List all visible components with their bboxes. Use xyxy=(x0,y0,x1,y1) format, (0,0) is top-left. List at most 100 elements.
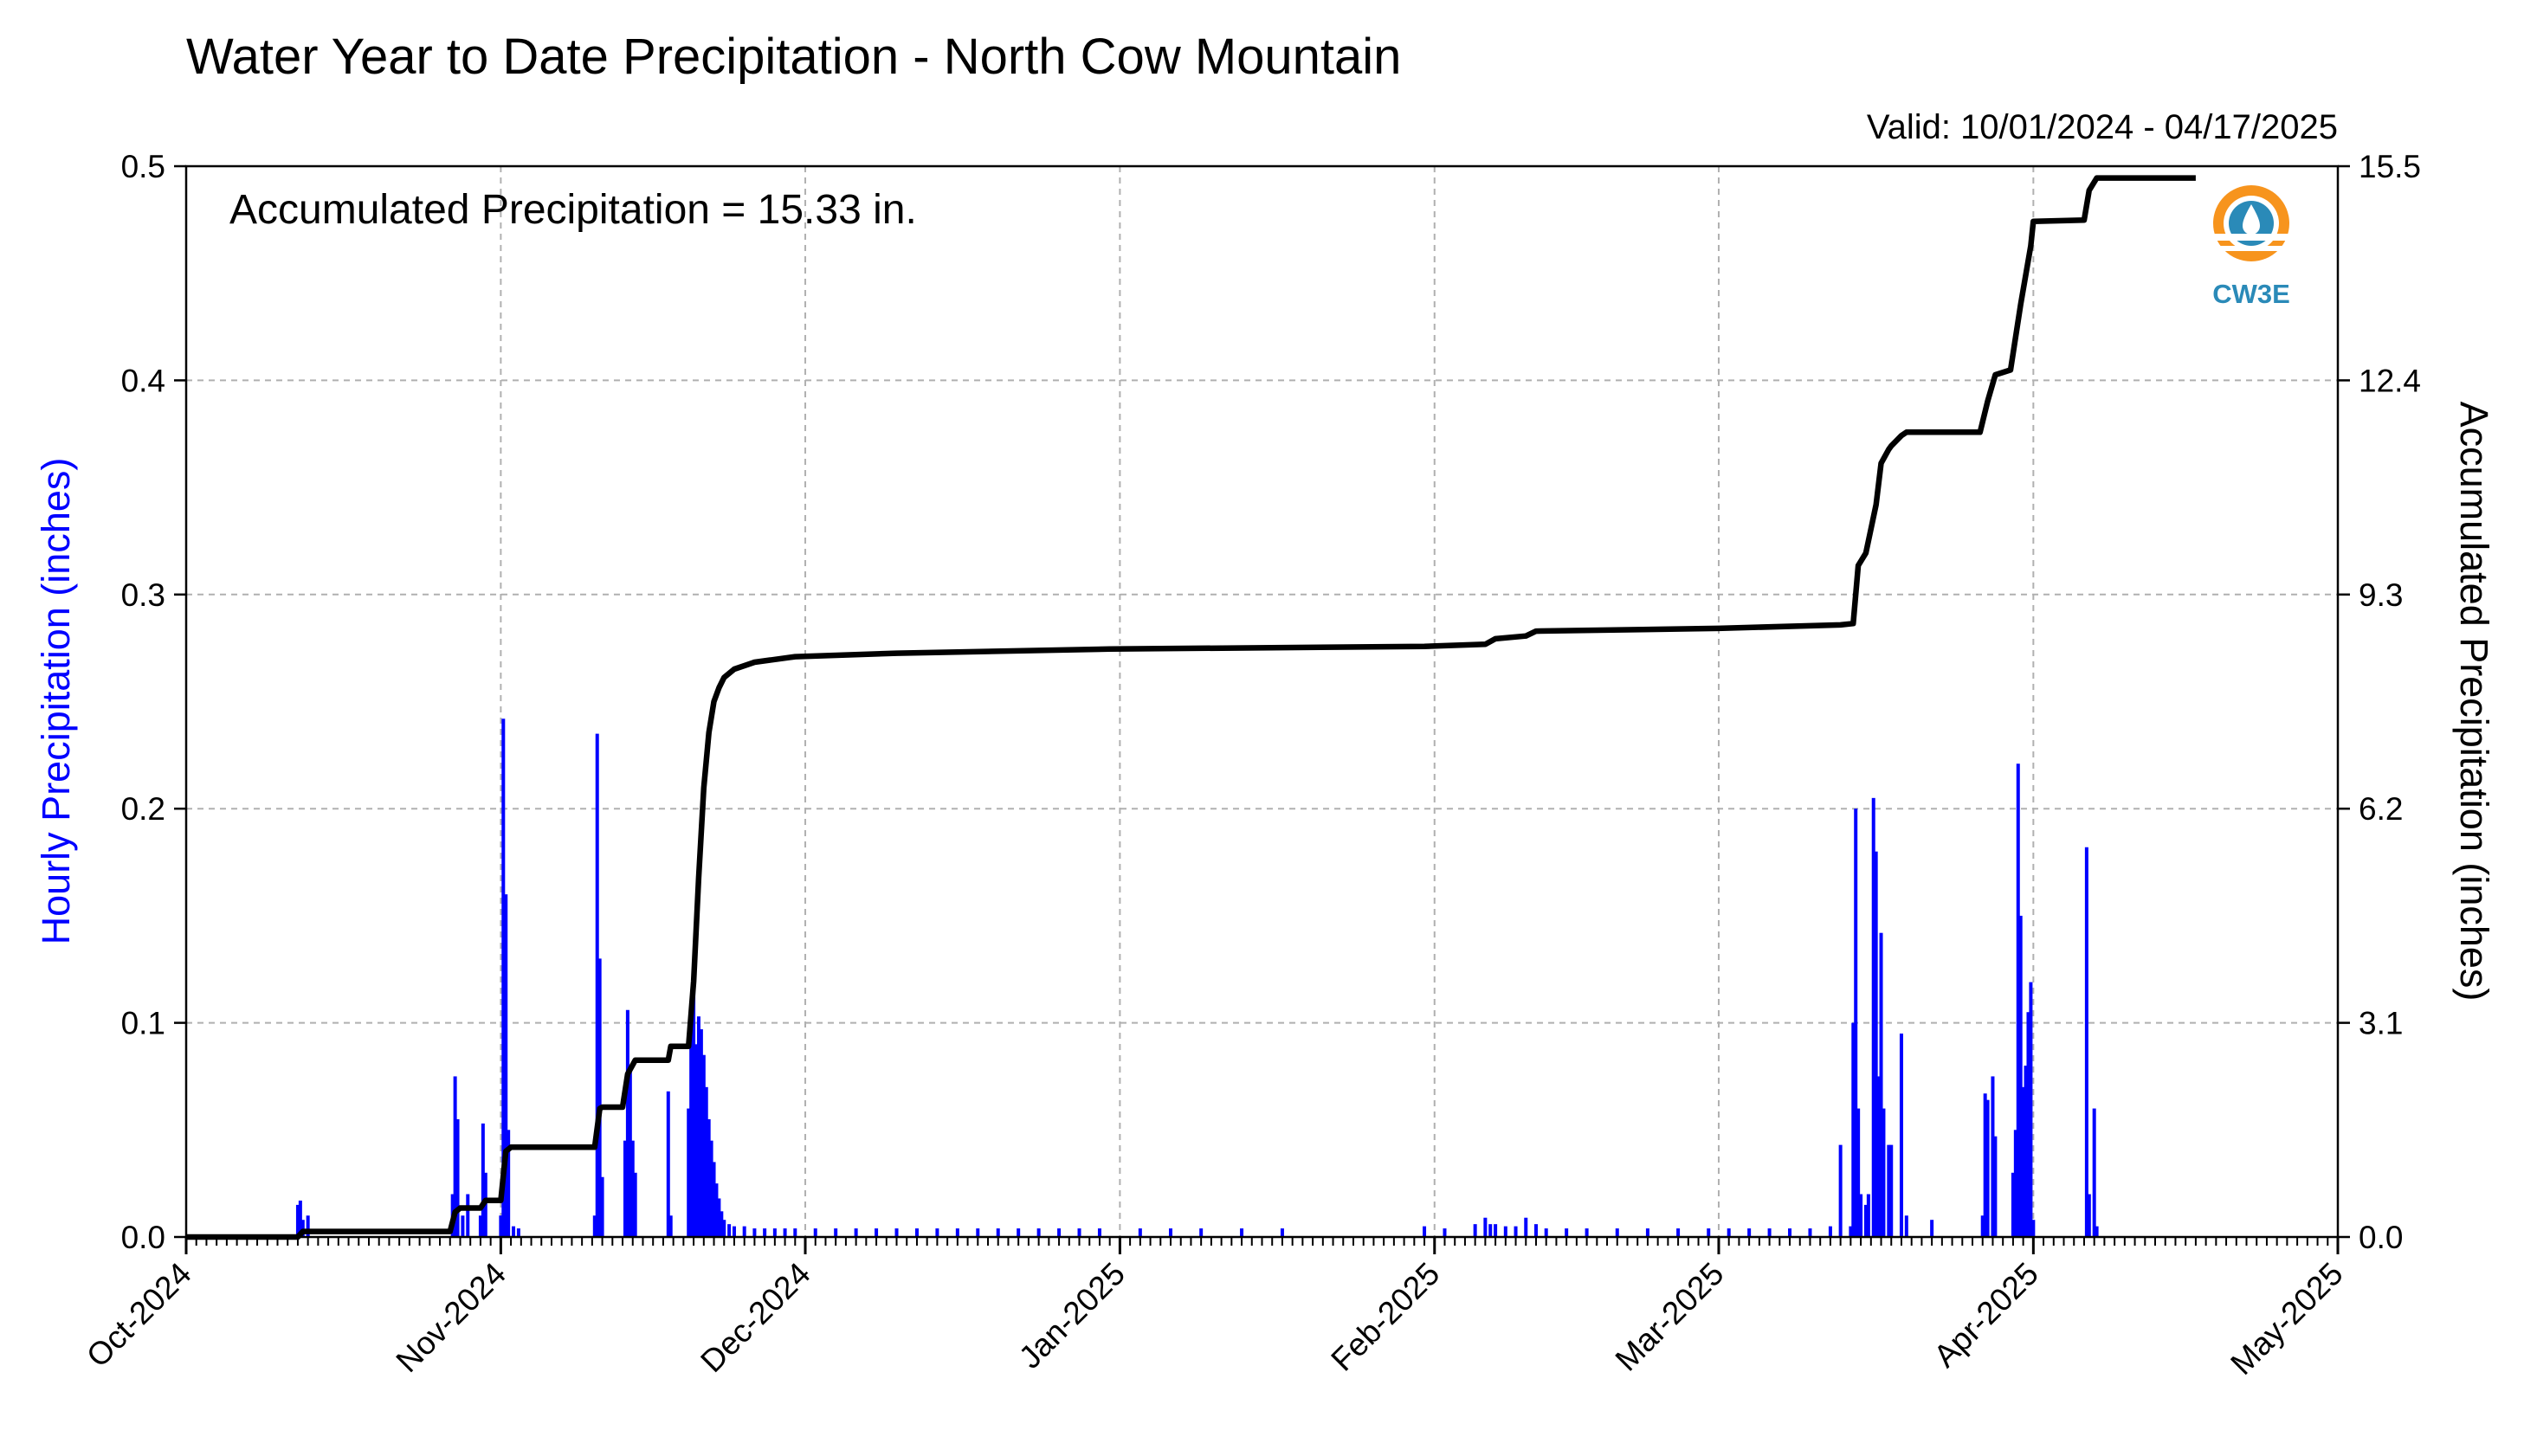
hourly-bar xyxy=(793,1228,797,1237)
hourly-bar xyxy=(689,1027,694,1237)
hourly-bar xyxy=(1828,1226,1832,1237)
hourly-bar xyxy=(512,1226,516,1237)
hourly-bar xyxy=(507,1130,511,1237)
y2-tick-label: 9.3 xyxy=(2359,577,2403,613)
hourly-bar xyxy=(1871,797,1875,1237)
hourly-bar xyxy=(2024,1066,2028,1237)
hourly-bar xyxy=(625,1009,629,1237)
hourly-bar xyxy=(295,1204,300,1237)
hourly-bar xyxy=(1645,1228,1649,1237)
x-tick-label: May-2025 xyxy=(2224,1256,2349,1382)
hourly-bar xyxy=(2031,1220,2036,1237)
hourly-bar xyxy=(712,1162,716,1237)
hourly-bar xyxy=(633,1172,637,1237)
hourly-bar xyxy=(1904,1215,1908,1237)
hourly-bar xyxy=(1097,1228,1101,1237)
hourly-bar xyxy=(722,1220,726,1237)
hourly-bar xyxy=(709,1140,713,1237)
hourly-bar xyxy=(1473,1224,1477,1237)
hourly-bar xyxy=(1585,1228,1589,1237)
hourly-bar xyxy=(1423,1226,1427,1237)
hourly-bar xyxy=(1851,1022,1856,1237)
hourly-bar xyxy=(1615,1228,1619,1237)
hourly-bar xyxy=(914,1228,919,1237)
hourly-bar xyxy=(1874,851,1878,1237)
hourly-bar xyxy=(1863,1204,1868,1237)
hourly-bar xyxy=(1240,1228,1244,1237)
hourly-bar xyxy=(1882,1108,1886,1237)
chart-title: Water Year to Date Precipitation - North… xyxy=(186,29,1401,85)
hourly-bar xyxy=(1808,1228,1812,1237)
left-axis-ticks: 0.0 0.1 0.2 0.3 0.4 0.5 xyxy=(121,149,186,1255)
hourly-bar xyxy=(783,1228,787,1237)
x-tick-label: Oct-2024 xyxy=(80,1256,198,1375)
hourly-bars xyxy=(295,718,2099,1237)
hourly-bar xyxy=(516,1228,520,1237)
hourly-bar xyxy=(875,1228,879,1237)
hourly-bar xyxy=(834,1228,838,1237)
hourly-bar xyxy=(1993,1136,1998,1237)
y-tick-label: 0.4 xyxy=(121,363,165,398)
y-tick-label: 0.1 xyxy=(121,1006,165,1041)
hourly-bar xyxy=(813,1228,817,1237)
hourly-bar xyxy=(1199,1228,1204,1237)
hourly-bar xyxy=(742,1226,746,1237)
hourly-bar xyxy=(976,1228,980,1237)
hourly-bar xyxy=(694,1044,699,1237)
hourly-bar xyxy=(623,1140,627,1237)
x-tick-label: Feb-2025 xyxy=(1324,1256,1446,1378)
hourly-bar xyxy=(1169,1228,1173,1237)
hourly-bar xyxy=(955,1228,959,1237)
hourly-bar xyxy=(600,1176,604,1237)
y2-tick-label: 3.1 xyxy=(2359,1006,2403,1041)
hourly-bar xyxy=(2084,847,2088,1237)
hourly-bar xyxy=(1503,1226,1507,1237)
hourly-bar xyxy=(1859,1194,1863,1237)
hourly-bar xyxy=(1876,1076,1881,1237)
hourly-bar xyxy=(595,733,599,1237)
hourly-bar xyxy=(714,1183,719,1237)
y-tick-label: 0.0 xyxy=(121,1220,165,1255)
y2-tick-label: 0.0 xyxy=(2359,1220,2403,1255)
hourly-bar xyxy=(1887,1144,1891,1237)
hourly-bar xyxy=(481,1123,485,1237)
cw3e-logo: CW3E xyxy=(2210,185,2293,309)
hourly-bar xyxy=(935,1228,939,1237)
x-axis-ticks: Oct-2024 Nov-2024 Dec-2024 Jan-2025 Feb-2025… xyxy=(80,1237,2350,1382)
hourly-bar xyxy=(1849,1226,1853,1237)
hourly-bar xyxy=(628,1066,632,1237)
hourly-bar xyxy=(1930,1220,1934,1237)
hourly-bar xyxy=(1854,809,1858,1237)
y-tick-label: 0.2 xyxy=(121,791,165,827)
hourly-bar xyxy=(597,958,602,1237)
hourly-bar xyxy=(1899,1033,1903,1237)
hourly-bar xyxy=(1676,1228,1681,1237)
hourly-bar xyxy=(732,1226,736,1237)
hourly-bar xyxy=(763,1228,767,1237)
hourly-bar xyxy=(996,1228,1000,1237)
hourly-bar xyxy=(1017,1228,1021,1237)
hourly-bar xyxy=(499,1215,503,1237)
hourly-bar xyxy=(1788,1228,1792,1237)
hourly-bar xyxy=(1866,1194,1870,1237)
hourly-bar xyxy=(1036,1228,1041,1237)
hourly-bar xyxy=(2021,1086,2025,1237)
x-tick-label: Jan-2025 xyxy=(1012,1256,1132,1375)
hourly-bar xyxy=(687,1108,691,1237)
hourly-bar xyxy=(2095,1226,2099,1237)
hourly-bar xyxy=(1727,1228,1731,1237)
hourly-bar xyxy=(1565,1228,1569,1237)
hourly-bar xyxy=(2016,763,2020,1237)
hourly-bar xyxy=(704,1086,708,1237)
hourly-bar xyxy=(461,1215,465,1237)
hourly-bar xyxy=(666,1091,670,1237)
hourly-bar xyxy=(1985,1099,1990,1237)
hourly-bar xyxy=(1544,1228,1548,1237)
hourly-bar xyxy=(501,718,506,1237)
hourly-bar xyxy=(298,1200,302,1237)
y2-tick-label: 6.2 xyxy=(2359,791,2403,827)
hourly-bar xyxy=(1747,1228,1752,1237)
hourly-bar xyxy=(1767,1228,1772,1237)
hourly-bar xyxy=(2026,1012,2030,1237)
